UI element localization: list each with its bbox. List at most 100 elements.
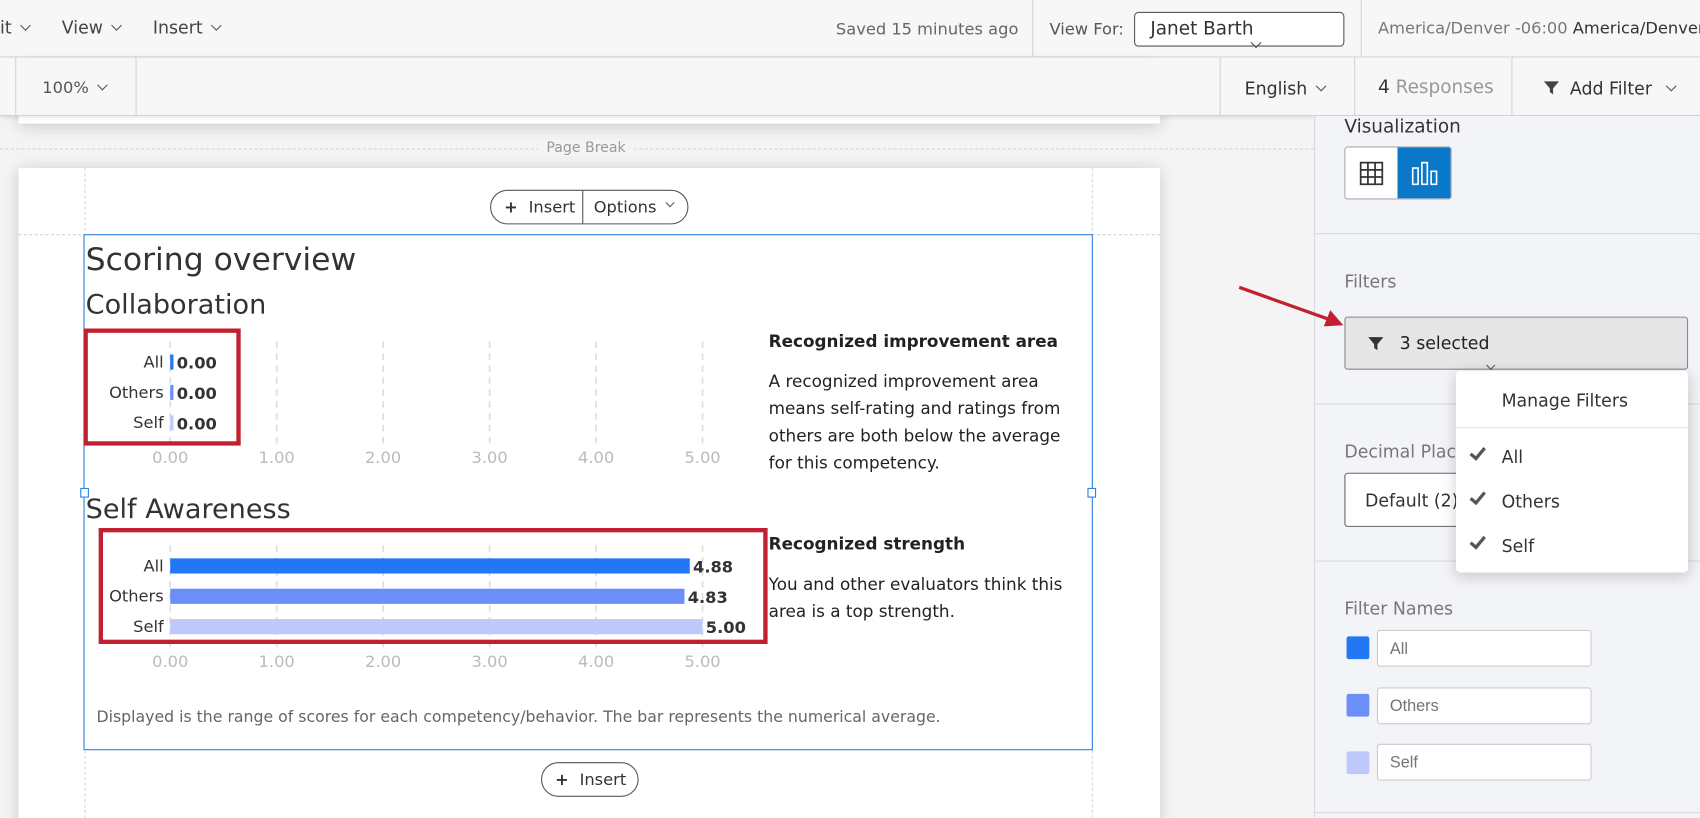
add-filter-button[interactable]: Add Filter: [1543, 78, 1677, 99]
menu-label: View: [61, 17, 103, 38]
x-tick-label: 1.00: [259, 652, 295, 671]
menu-edit[interactable]: it: [0, 17, 31, 38]
manage-filters-item[interactable]: Manage Filters: [1501, 390, 1629, 411]
chevron-down-icon: [96, 79, 108, 91]
top-menu-bar: it View Insert Saved 15 minutes ago View…: [0, 0, 1700, 58]
widget-title: Scoring overview: [85, 240, 357, 278]
divider: [1511, 57, 1513, 117]
timezone-name: America/Denver: [1572, 18, 1700, 38]
visualization-label: Visualization: [1344, 116, 1461, 138]
color-swatch-self[interactable]: [1346, 751, 1370, 775]
filter-name-all-input[interactable]: [1376, 629, 1592, 667]
bar-chart-icon: [1411, 161, 1437, 185]
view-for-select[interactable]: Janet Barth: [1134, 11, 1345, 49]
bar-all: [170, 558, 690, 574]
filter-item-self[interactable]: Self: [1456, 531, 1688, 564]
x-tick-label: 2.00: [365, 448, 401, 467]
resize-handle[interactable]: [80, 487, 89, 498]
data-label: 4.88: [693, 557, 733, 576]
chart-view-button[interactable]: [1397, 147, 1451, 199]
menu-view[interactable]: View: [61, 17, 122, 38]
page-break-label: Page Break: [537, 139, 635, 157]
highlight-box: [98, 527, 768, 645]
section-note: Recognized improvement area A recognized…: [769, 329, 1083, 478]
add-filter-label: Add Filter: [1569, 78, 1652, 99]
insert-options-group: + Insert Options: [490, 189, 689, 225]
filters-dropdown[interactable]: 3 selected: [1344, 316, 1689, 370]
zoom-select[interactable]: 100%: [42, 78, 108, 98]
timezone: America/Denver -06:00 America/Denver: [1378, 18, 1700, 38]
chevron-down-icon: [210, 20, 222, 31]
chevron-down-icon: [19, 20, 31, 31]
filter-name-others-input[interactable]: [1376, 687, 1592, 725]
filter-item-all[interactable]: All: [1456, 442, 1688, 475]
data-label: 5.00: [706, 618, 746, 637]
filter-item-label: Self: [1501, 535, 1535, 557]
filter-name-self-input[interactable]: [1376, 743, 1592, 781]
view-for-value: Janet Barth: [1150, 18, 1254, 41]
x-tick-label: 2.00: [365, 652, 401, 671]
language-value: English: [1244, 78, 1308, 99]
footer-note: Displayed is the range of scores for eac…: [96, 709, 941, 727]
x-tick-label: 0.00: [152, 652, 188, 671]
divider: [1315, 812, 1700, 814]
menu-insert[interactable]: Insert: [152, 17, 222, 38]
filters-menu: Manage Filters All Others Self: [1456, 370, 1689, 573]
plus-icon: +: [555, 769, 569, 790]
x-tick-label: 0.00: [152, 448, 188, 467]
table-view-button[interactable]: [1345, 147, 1397, 198]
category-label: All: [144, 353, 164, 372]
filter-item-label: All: [1501, 446, 1524, 468]
chevron-down-icon: [1315, 80, 1327, 92]
note-title: Recognized strength: [768, 534, 966, 555]
divider: [1354, 57, 1356, 117]
divider: [1032, 0, 1034, 58]
x-tick-label: 5.00: [684, 652, 720, 671]
options-button[interactable]: Options: [583, 197, 682, 217]
insert-label: Insert: [528, 197, 576, 217]
color-swatch-all[interactable]: [1346, 636, 1370, 660]
self-awareness-chart: 0.00 1.00 2.00 3.00 4.00 5.00 All 4.88 Others 4.8…: [109, 545, 746, 671]
chevron-down-icon: [664, 198, 675, 208]
divider: [1360, 0, 1362, 58]
chevron-down-icon: [1486, 360, 1496, 370]
section-heading: Collaboration: [85, 288, 267, 320]
responses-number: 4: [1377, 76, 1390, 99]
table-icon: [1359, 161, 1384, 185]
insert-bottom-button[interactable]: + Insert: [541, 762, 639, 797]
check-icon: [1469, 443, 1486, 461]
highlight-box: [83, 328, 241, 446]
insert-label: Insert: [579, 769, 627, 790]
x-tick-label: 3.00: [472, 652, 508, 671]
color-swatch-others[interactable]: [1346, 693, 1370, 717]
category-label: Others: [109, 383, 164, 402]
timezone-offset: America/Denver -06:00: [1377, 18, 1568, 38]
note-text: A recognized improvement area means self…: [768, 371, 1061, 473]
filter-item-others[interactable]: Others: [1456, 487, 1688, 520]
collaboration-chart: 0.00 1.00 2.00 3.00 4.00 5.00 All 0.00 Others 0.0…: [109, 341, 721, 467]
menu-label: Insert: [152, 17, 203, 38]
saved-status: Saved 15 minutes ago: [835, 19, 1019, 40]
category-label: All: [144, 556, 164, 575]
results-toolbar: English 4 Responses Add Filter: [1219, 57, 1700, 117]
chevron-down-icon: [111, 20, 122, 31]
section-heading: Self Awareness: [85, 493, 291, 525]
filter-names-label: Filter Names: [1344, 598, 1454, 620]
plus-icon: +: [504, 197, 518, 217]
responses-label: Responses: [1395, 76, 1494, 99]
category-label: Self: [133, 413, 165, 432]
visualization-toggle: [1344, 146, 1452, 200]
bar-others: [170, 588, 685, 604]
category-label: Self: [133, 617, 165, 636]
x-tick-label: 5.00: [684, 448, 720, 467]
data-label: 4.83: [688, 588, 728, 607]
filter-icon: [1368, 337, 1384, 351]
language-select[interactable]: English: [1244, 78, 1327, 99]
options-label: Options: [593, 197, 657, 217]
bar-self: [170, 619, 703, 635]
bar-all: [170, 354, 174, 370]
resize-handle[interactable]: [1087, 487, 1097, 498]
insert-button[interactable]: + Insert: [491, 190, 583, 224]
divider: [135, 57, 137, 117]
x-tick-label: 4.00: [578, 652, 614, 671]
